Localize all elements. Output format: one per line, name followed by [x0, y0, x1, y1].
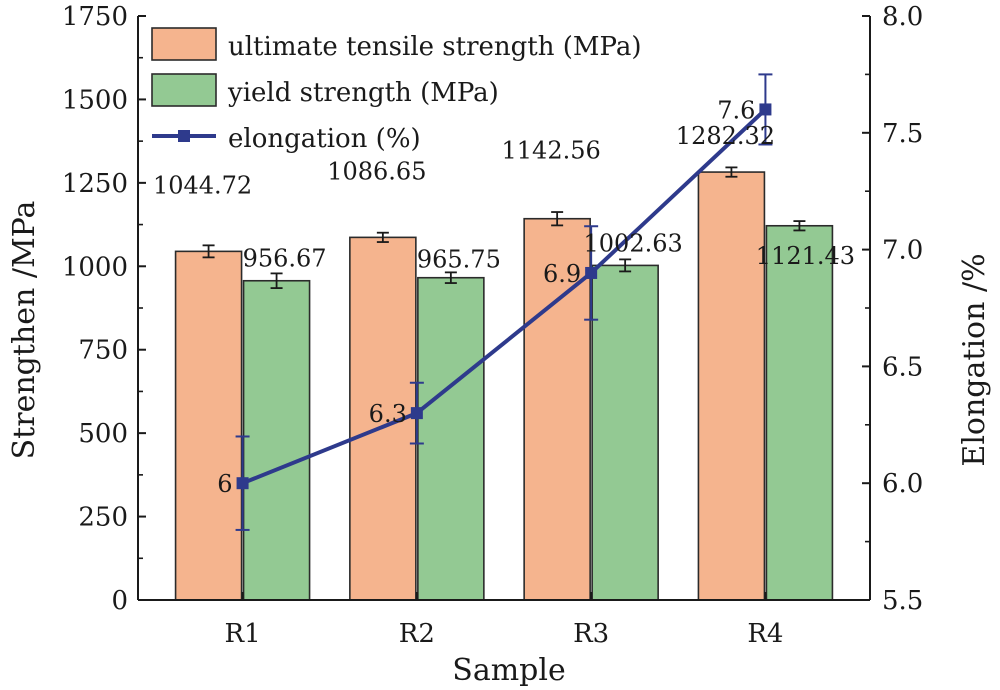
bars-layer: [174, 166, 834, 601]
y-tick-label: 500: [78, 419, 128, 449]
data-label-uts-r2: 1086.65: [327, 157, 426, 185]
y2-tick-label: 6.0: [882, 469, 923, 499]
bar-ys-r4: [765, 224, 834, 601]
legend-swatch-uts: [151, 27, 217, 61]
data-label-elongation-r1: 6: [217, 470, 232, 498]
error-bar-ys-r2: [444, 271, 457, 284]
y2-tick-label: 8.0: [882, 2, 923, 32]
x-tick-label-r1: R1: [225, 619, 261, 649]
y2-tick-label: 5.5: [882, 586, 923, 616]
data-label-uts-r3: 1142.56: [502, 137, 601, 165]
elongation-point-r2: [410, 407, 423, 420]
data-label-elongation-r3: 6.9: [543, 260, 581, 288]
legend-swatch-ys: [151, 73, 217, 107]
data-label-elongation-r4: 7.6: [717, 96, 755, 124]
legend-label-uts: ultimate tensile strength (MPa): [228, 32, 641, 62]
y2-tick-label: 7.0: [882, 236, 923, 266]
x-tick-label-r3: R3: [573, 619, 609, 649]
bar-uts-r1: [174, 250, 243, 601]
data-label-ys-r4: 1121.43: [756, 242, 855, 270]
y-tick-label: 1250: [62, 169, 128, 199]
data-label-uts-r4: 1282.32: [676, 122, 775, 150]
bar-ys-r3: [591, 264, 659, 601]
y-tick-label: 250: [78, 503, 128, 533]
y2-tick-label: 7.5: [882, 119, 923, 149]
data-label-ys-r1: 956.67: [243, 245, 327, 273]
y2-tick-label: 6.5: [882, 352, 923, 382]
data-label-uts-r1: 1044.72: [153, 171, 252, 199]
y-tick-label: 750: [78, 336, 128, 366]
bar-uts-r4: [697, 171, 766, 601]
error-bar-ys-r3: [619, 258, 632, 273]
elongation-point-r1: [236, 477, 249, 490]
elongation-layer: [235, 73, 773, 531]
data-label-ys-r2: 965.75: [417, 246, 501, 274]
legend-label-elongation: elongation (%): [228, 124, 421, 154]
bar-ys-r2: [417, 276, 485, 601]
data-label-ys-r3: 1002.63: [584, 229, 683, 257]
elongation-point-r4: [759, 103, 772, 116]
y-tick-label: 1500: [62, 85, 128, 115]
y-tick-label: 0: [111, 586, 128, 616]
data-labels-layer: 1044.72 1086.65 1142.56 1282.32 956.67 965.75…: [153, 96, 855, 498]
x-tick-label-r4: R4: [747, 619, 783, 649]
error-bar-uts-r4: [725, 166, 738, 178]
legend: ultimate tensile strength (MPa) yield str…: [151, 27, 641, 154]
error-bar-ys-r1: [270, 272, 283, 289]
bar-ys-r1: [242, 279, 311, 601]
x-axis-title: Sample: [452, 653, 565, 688]
error-bar-ys-r4: [793, 220, 806, 232]
data-label-elongation-r2: 6.3: [369, 400, 407, 428]
axes-layer: 0 250 500 750 1000 1250 1500 1750 5.5 6.0 6.5 7.0 7.…: [62, 2, 924, 649]
elongation-point-r3: [585, 266, 598, 279]
legend-marker-elongation: [178, 130, 190, 142]
elongation-line: [241, 107, 767, 486]
error-bar-uts-r1: [202, 244, 215, 259]
error-bar-uts-r3: [551, 211, 564, 227]
error-bar-uts-r2: [376, 231, 389, 243]
y-axis-title: Strengthen /MPa: [7, 201, 42, 460]
y-tick-label: 1000: [62, 252, 128, 282]
y-tick-label: 1750: [62, 2, 128, 32]
y2-axis-title: Elongation /%: [957, 253, 992, 466]
legend-label-ys: yield strength (MPa): [227, 78, 499, 108]
x-tick-label-r2: R2: [399, 619, 435, 649]
